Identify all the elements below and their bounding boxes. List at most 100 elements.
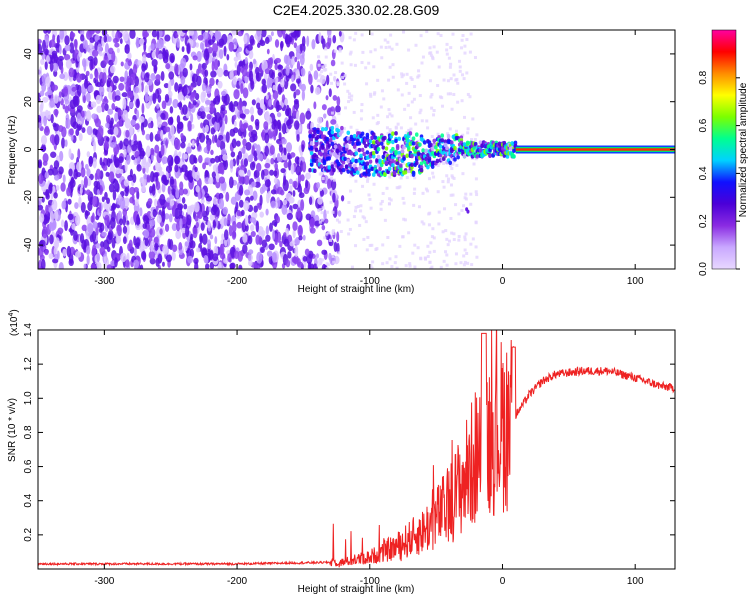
heatmap-cell [242, 233, 248, 244]
heatmap-cell [439, 265, 443, 269]
heatmap-cell [119, 76, 125, 82]
heatmap-cell [93, 140, 97, 153]
heatmap-cell [136, 109, 140, 120]
heatmap-cell [320, 150, 324, 154]
heatmap-cell [171, 251, 176, 261]
heatmap-cell [44, 61, 48, 70]
heatmap-cell [321, 258, 325, 262]
heatmap-cell [451, 32, 455, 36]
heatmap-cell [209, 77, 215, 87]
x-tick-label: -300 [94, 576, 114, 587]
heatmap-cell [381, 262, 385, 266]
heatmap-cell [144, 237, 149, 247]
heatmap-cell [174, 207, 181, 220]
heatmap-cell [436, 132, 440, 136]
heatmap-cell [468, 95, 472, 99]
heatmap-cell [331, 254, 335, 258]
heatmap-cell [82, 95, 87, 104]
heatmap-cell [448, 127, 452, 131]
heatmap-cell [136, 214, 140, 226]
heatmap-cell [379, 207, 383, 211]
heatmap-cell [42, 153, 49, 163]
heatmap-cell [118, 156, 124, 164]
heatmap-cell [410, 162, 414, 167]
heatmap-cell [388, 257, 392, 261]
heatmap-cell [388, 45, 392, 49]
heatmap-cell [325, 95, 329, 101]
heatmap-cell [343, 156, 347, 162]
heatmap-cell [402, 156, 406, 161]
heatmap-cell [253, 205, 258, 213]
heatmap-cell [452, 92, 456, 96]
heatmap-cell [445, 263, 449, 267]
heatmap-cell [322, 38, 326, 50]
heatmap-cell [432, 113, 436, 117]
heatmap-cell [319, 259, 323, 263]
heatmap-cell [255, 265, 261, 269]
heatmap-cell [337, 251, 341, 255]
heatmap-cell [470, 263, 474, 267]
heatmap-cell [309, 141, 314, 146]
heatmap-cell [389, 33, 393, 37]
heatmap-cell [155, 257, 160, 268]
heatmap-cell [80, 179, 84, 189]
heatmap-cell [147, 198, 153, 205]
heatmap-cell [88, 30, 96, 35]
heatmap-cell [332, 178, 336, 182]
heatmap-cell [341, 160, 346, 165]
heatmap-cell [218, 198, 225, 210]
heatmap-cell [204, 69, 209, 77]
heatmap-cell [399, 167, 403, 173]
heatmap-cell [133, 247, 137, 257]
heatmap-cell [359, 117, 363, 121]
heatmap-cell [273, 177, 278, 184]
heatmap-cell [85, 189, 91, 196]
heatmap-cell [167, 185, 171, 195]
heatmap-cell [420, 61, 424, 65]
heatmap-cell [443, 142, 448, 148]
heatmap-cell [160, 129, 164, 140]
heatmap-cell [193, 201, 200, 213]
heatmap-cell [78, 196, 82, 208]
heatmap-cell [328, 238, 332, 242]
heatmap-cell [449, 183, 453, 187]
heatmap-cell [120, 61, 124, 67]
colorbar-frame [711, 29, 737, 270]
heatmap-cell [428, 250, 432, 254]
heatmap-cell [243, 158, 249, 167]
heatmap-cell [475, 133, 479, 137]
heatmap-cell [362, 237, 366, 241]
heatmap-cell [148, 250, 155, 260]
heatmap-cell [53, 210, 59, 221]
heatmap-cell [315, 253, 319, 259]
heatmap-cell [255, 66, 260, 76]
heatmap-cell [52, 122, 57, 128]
heatmap-cell [45, 55, 50, 63]
heatmap-cell [429, 95, 433, 99]
heatmap-cell [328, 138, 333, 143]
heatmap-cell [141, 250, 147, 261]
heatmap-cell [325, 136, 330, 142]
heatmap-cell [324, 126, 328, 132]
heatmap-cell [212, 220, 217, 229]
heatmap-cell [119, 168, 124, 174]
heatmap-cell [292, 221, 298, 231]
heatmap-cell [449, 46, 453, 50]
heatmap-cell [308, 129, 312, 135]
heatmap-cell [385, 126, 389, 130]
heatmap-cell [337, 210, 342, 217]
heatmap-cell [223, 69, 230, 77]
heatmap-cell [57, 227, 64, 235]
heatmap-cell [227, 213, 231, 225]
heatmap-cell [294, 156, 301, 165]
heatmap-cell [123, 179, 130, 187]
heatmap-cell [381, 243, 385, 247]
heatmap-cell [348, 92, 352, 96]
heatmap-cell [391, 63, 395, 67]
heatmap-cell [317, 158, 322, 163]
heatmap-cell [259, 40, 266, 47]
heatmap-cell [90, 215, 94, 223]
heatmap-cell [253, 156, 258, 162]
heatmap-cell [365, 150, 370, 155]
heatmap-cell [321, 177, 325, 181]
